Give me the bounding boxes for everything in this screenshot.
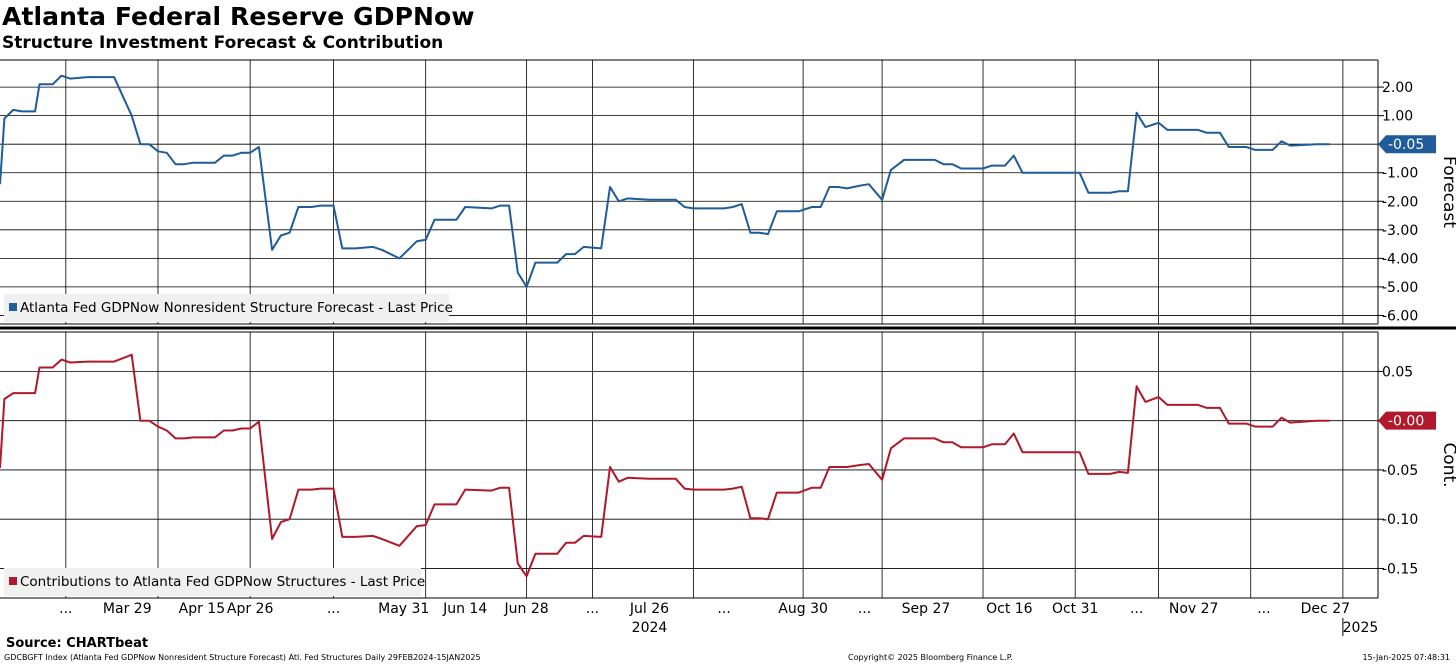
timestamp-label: 15-Jan-2025 07:48:31: [1362, 653, 1450, 662]
forecast-y-axis-label: Forecast: [1439, 156, 1456, 228]
contribution-y-tick-label: 0.05: [1382, 364, 1413, 380]
contribution-last-value-label: -0.00: [1388, 414, 1424, 430]
x-tick-label: ...: [327, 601, 340, 617]
contribution-y-tick-label: -0.15: [1382, 561, 1418, 577]
x-tick-label: Jun 28: [504, 601, 549, 617]
chart-title: Atlanta Federal Reserve GDPNow: [2, 2, 475, 31]
contribution-legend-box: [4, 568, 421, 596]
contribution-legend-label: Contributions to Atlanta Fed GDPNow Stru…: [20, 574, 425, 590]
copyright-label: Copyright© 2025 Bloomberg Finance L.P.: [848, 653, 1013, 662]
forecast-y-tick-label: -5.00: [1382, 280, 1418, 296]
contribution-y-axis-label: Cont.: [1439, 442, 1456, 487]
forecast-y-tick-label: 1.00: [1382, 109, 1413, 125]
contribution-y-tick-label: -0.10: [1382, 512, 1418, 528]
x-tick-label: Aug 30: [778, 601, 828, 617]
x-tick-label: ...: [59, 601, 72, 617]
forecast-y-tick-label: -2.00: [1382, 194, 1418, 210]
forecast-series-line: [0, 74, 1330, 288]
x-tick-label: Oct 16: [986, 601, 1033, 617]
x-tick-label: Apr 26: [227, 601, 274, 617]
x-tick-label: ...: [1257, 601, 1270, 617]
contribution-legend-swatch: [9, 577, 17, 585]
forecast-legend-swatch: [9, 303, 17, 311]
x-tick-label: ...: [1130, 601, 1143, 617]
chart-subtitle: Structure Investment Forecast & Contribu…: [2, 33, 444, 53]
forecast-y-tick-label: -4.00: [1382, 251, 1418, 267]
x-tick-label: Oct 31: [1052, 601, 1098, 617]
forecast-y-tick-label: -6.00: [1382, 308, 1418, 324]
x-tick-label: May 31: [378, 601, 429, 617]
forecast-y-tick-label: -3.00: [1382, 223, 1418, 239]
forecast-last-value-label: -0.05: [1388, 137, 1424, 153]
x-tick-label: Dec 27: [1301, 601, 1350, 617]
contribution-last-value-tag: [1378, 411, 1436, 430]
x-tick-label: Jun 14: [442, 601, 487, 617]
x-tick-label: ...: [717, 601, 730, 617]
x-tick-label: Sep 27: [902, 601, 951, 617]
contribution-y-tick-label: -0.05: [1382, 463, 1418, 479]
contribution-series-line: [0, 353, 1330, 578]
x-tick-label: Nov 27: [1169, 601, 1219, 617]
forecast-legend-box: [4, 294, 449, 322]
forecast-y-tick-label: 2.00: [1382, 80, 1413, 96]
forecast-legend-label: Atlanta Fed GDPNow Nonresident Structure…: [20, 300, 453, 316]
forecast-last-value-tag: [1378, 135, 1436, 154]
source-label: Source: CHARTbeat: [6, 636, 149, 651]
x-tick-label: ...: [586, 601, 599, 617]
index-description: GDCBGFT Index (Atlanta Fed GDPNow Nonres…: [4, 653, 481, 662]
x-tick-label: Jul 26: [629, 601, 669, 617]
x-tick-label: ...: [858, 601, 871, 617]
x-tick-label: Apr 15: [179, 601, 225, 617]
x-year-label: 2025: [1343, 620, 1379, 636]
forecast-y-tick-label: -1.00: [1382, 166, 1418, 182]
x-year-label: 2024: [632, 620, 668, 636]
x-tick-label: Mar 29: [103, 601, 152, 617]
